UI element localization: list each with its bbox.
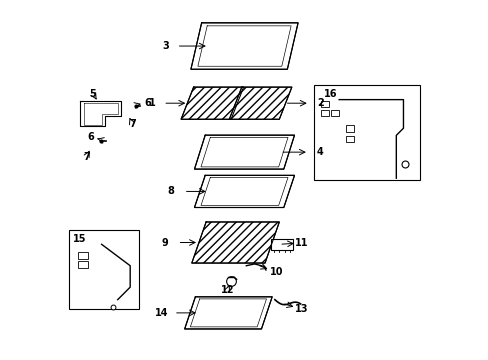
Text: 2: 2 <box>316 98 323 108</box>
Polygon shape <box>190 23 298 69</box>
Bar <box>321 110 328 116</box>
Text: 14: 14 <box>154 308 168 318</box>
Polygon shape <box>191 222 279 263</box>
Polygon shape <box>194 175 294 207</box>
Text: 7: 7 <box>82 153 89 162</box>
Bar <box>346 136 353 143</box>
Text: 8: 8 <box>167 186 174 197</box>
Polygon shape <box>229 87 291 119</box>
Text: 4: 4 <box>316 147 322 157</box>
Bar <box>331 110 339 116</box>
Polygon shape <box>194 135 294 169</box>
Polygon shape <box>181 87 243 119</box>
Text: 6: 6 <box>87 132 94 142</box>
Text: 6: 6 <box>143 98 150 108</box>
Text: 15: 15 <box>73 234 87 244</box>
Text: 1: 1 <box>149 98 156 108</box>
Text: 7: 7 <box>129 119 136 129</box>
Bar <box>321 101 328 107</box>
Text: 3: 3 <box>162 41 169 51</box>
Bar <box>78 252 88 258</box>
Bar <box>271 239 292 249</box>
Polygon shape <box>184 297 272 329</box>
Text: 16: 16 <box>323 89 336 99</box>
Text: 11: 11 <box>294 238 308 248</box>
Bar <box>78 261 88 267</box>
Text: 5: 5 <box>89 89 96 99</box>
Text: 12: 12 <box>220 285 234 296</box>
Text: 13: 13 <box>294 303 308 314</box>
Text: 10: 10 <box>269 267 283 277</box>
Text: 9: 9 <box>162 238 168 248</box>
Bar <box>346 125 353 132</box>
Bar <box>313 85 419 180</box>
Bar <box>69 230 139 309</box>
